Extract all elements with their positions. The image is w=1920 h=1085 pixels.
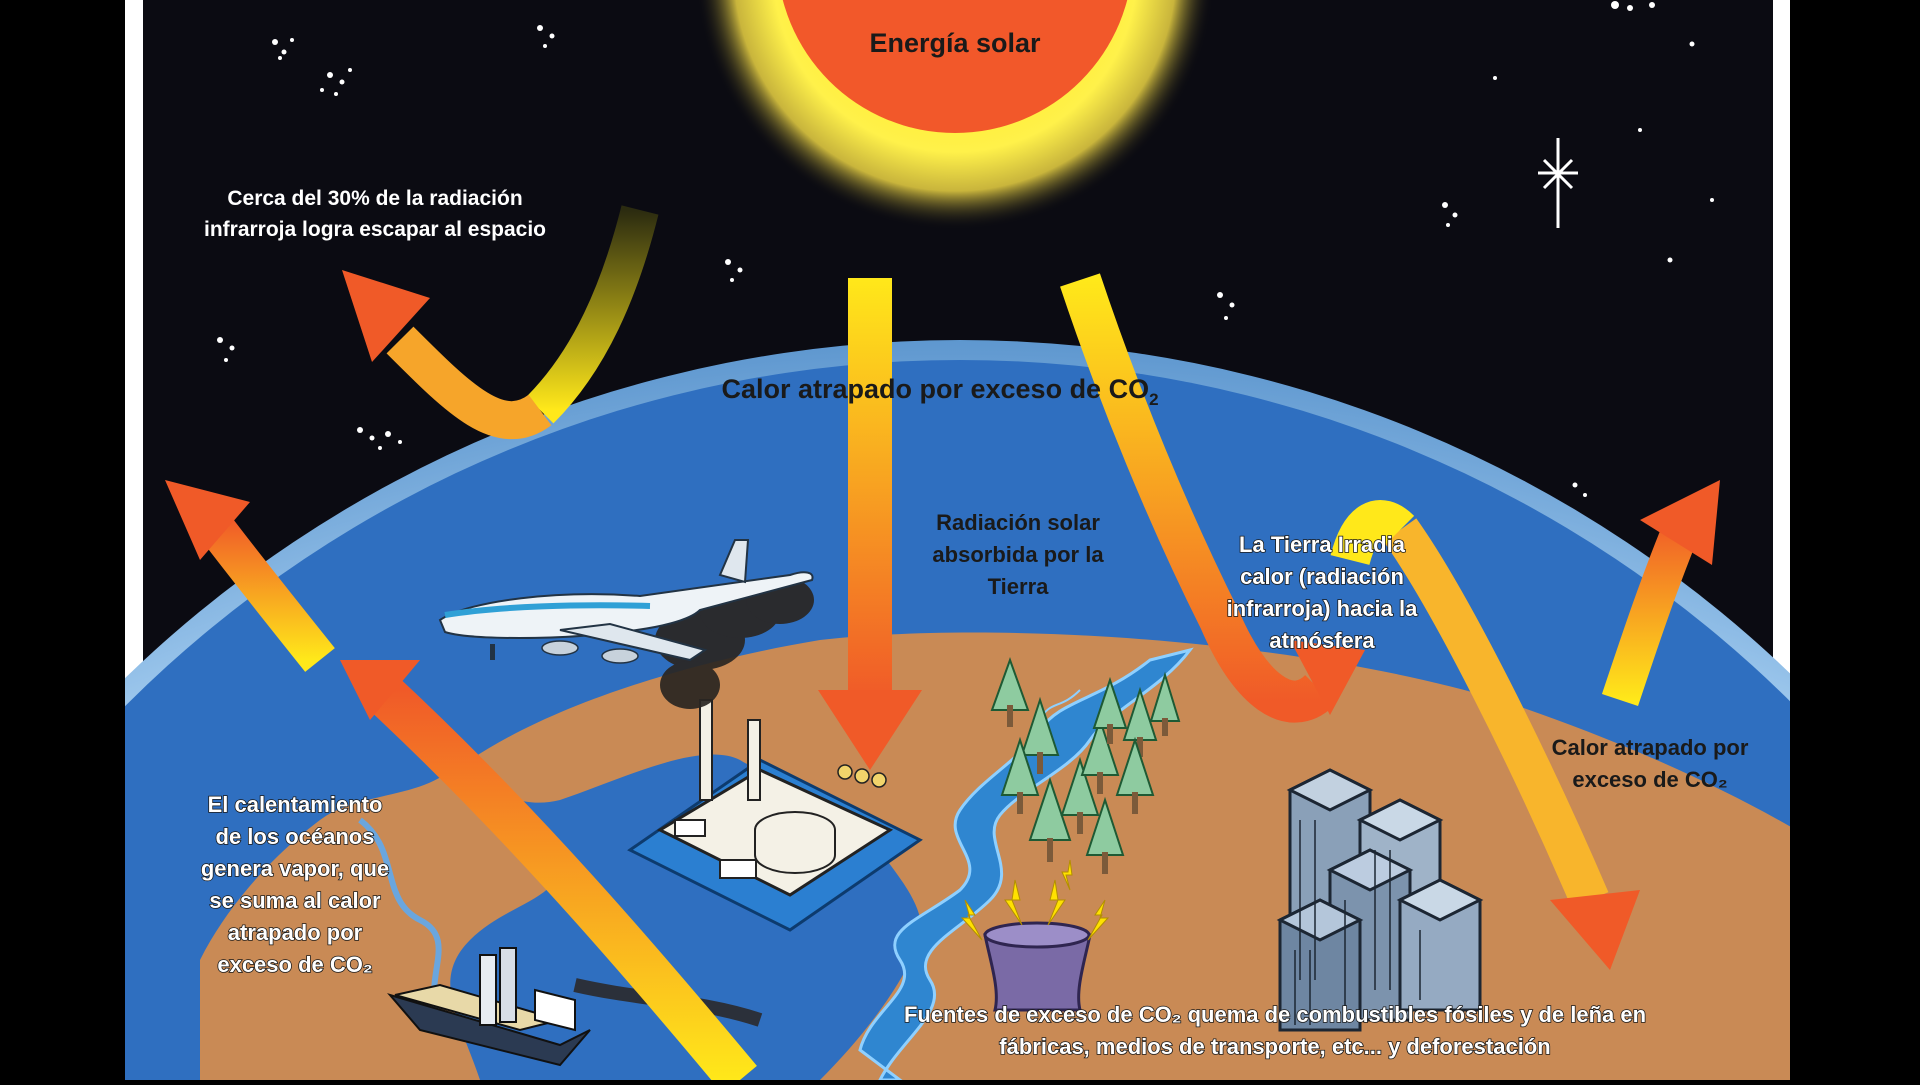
power-plant-icon — [960, 859, 1110, 1012]
sources-label-line1: Fuentes de exceso de CO₂ quema de combus… — [904, 1002, 1646, 1027]
trapped-top-label-sub: 2 — [1149, 390, 1158, 409]
factory-icon — [627, 699, 923, 932]
oceans-label-line4: se suma al calor — [209, 888, 381, 913]
ship-icon — [387, 947, 591, 1067]
city-buildings-icon — [1276, 768, 1484, 1032]
irradiates-label-line2: calor (radiación — [1240, 564, 1404, 589]
left-letterbox — [0, 0, 125, 1080]
irradiates-label-line3: infrarroja) hacia la — [1227, 596, 1419, 621]
forest-icon — [990, 657, 1181, 874]
sun: Energía solar — [696, 0, 1214, 230]
arrow-solar-absorbed — [818, 278, 922, 770]
bright-star — [1538, 138, 1578, 228]
sun-core — [782, 0, 1128, 133]
trapped-right-label-line1: Calor atrapado por — [1552, 735, 1749, 760]
right-letterbox — [1790, 0, 1920, 1080]
airplane-icon — [438, 539, 814, 664]
arrow-trapped-right — [1330, 500, 1640, 970]
sources-label-line2: fábricas, medios de transporte, etc... y… — [999, 1034, 1550, 1059]
arrow-escape-top-left — [342, 205, 659, 440]
arrow-escape-right — [1601, 480, 1720, 707]
escape-label-line1: Cerca del 30% de la radiación — [227, 187, 522, 210]
oceans-label-line2: de los océanos — [216, 824, 375, 849]
oceans-label-line6: exceso de CO₂ — [217, 952, 372, 977]
absorbed-label-line3: Tierra — [988, 574, 1050, 599]
land-west — [200, 760, 562, 1080]
irradiates-label-line1: La Tierra Irradia — [1239, 532, 1406, 557]
oceans-label-line5: atrapado por — [228, 920, 363, 945]
escape-label-line2: infrarroja logra escapar al espacio — [204, 218, 546, 241]
arrow-earth-irradiates — [1060, 273, 1365, 723]
oceans-label-line3: genera vapor, que — [201, 856, 389, 881]
coastline — [358, 817, 443, 1022]
arrow-escape-left — [165, 480, 335, 672]
land — [470, 632, 1900, 1080]
trapped-top-label-main: Calor atrapado por exceso de CO — [721, 374, 1149, 404]
irradiates-label-line4: atmósfera — [1269, 628, 1375, 653]
arrow-ocean-vapor — [340, 660, 757, 1085]
trapped-right-label-line2: exceso de CO₂ — [1572, 767, 1727, 792]
absorbed-label-line2: absorbida por la — [932, 542, 1104, 567]
trapped-top-label: Calor atrapado por exceso de CO2 — [721, 374, 1158, 409]
oceans-label-line1: El calentamiento — [208, 792, 383, 817]
absorbed-label-line1: Radiación solar — [936, 510, 1100, 535]
sun-label: Energía solar — [869, 28, 1041, 58]
